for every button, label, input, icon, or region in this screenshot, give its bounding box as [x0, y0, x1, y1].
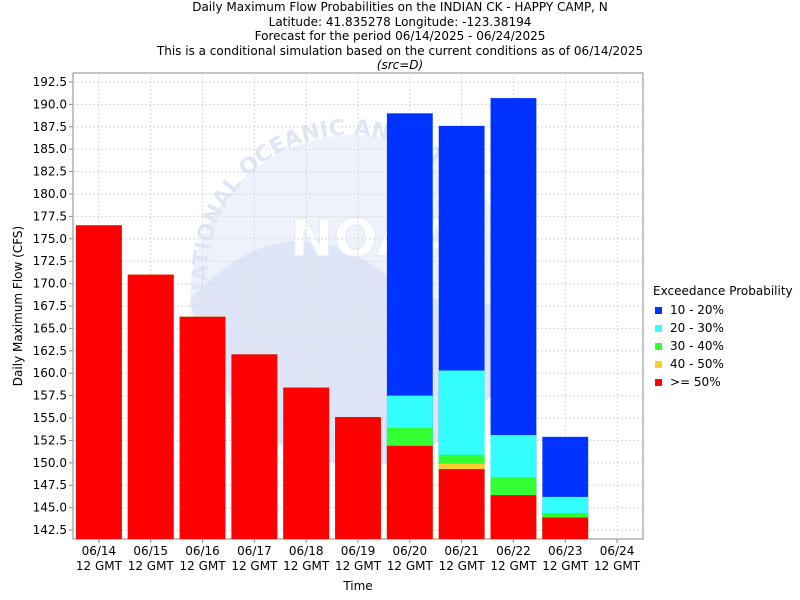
legend-items: 10 - 20% 20 - 30% 30 - 40% 40 - 50% >= 50%	[653, 301, 793, 391]
x-tick-label-time: 12 GMT	[542, 559, 589, 573]
y-tick-label: 150.0	[33, 456, 67, 470]
bar-06-23-50	[542, 517, 589, 539]
x-tick-label-date: 06/16	[185, 544, 220, 558]
legend-title: Exceedance Probability	[653, 284, 793, 298]
legend-item: 20 - 30%	[653, 319, 793, 337]
y-tick-label: 157.5	[33, 389, 67, 403]
x-tick-label-date: 06/14	[82, 544, 117, 558]
x-tick-label-time: 12 GMT	[76, 559, 123, 573]
legend-item: 30 - 40%	[653, 337, 793, 355]
y-tick-label: 162.5	[33, 344, 67, 358]
x-tick-label-time: 12 GMT	[490, 559, 537, 573]
y-tick-label: 170.0	[33, 277, 67, 291]
legend-label: 30 - 40%	[670, 339, 724, 353]
bar-06-16-50	[179, 316, 226, 539]
y-tick-label: 177.5	[33, 209, 67, 223]
x-tick-label-date: 06/21	[444, 544, 479, 558]
bar-series	[76, 98, 589, 540]
legend-swatch	[655, 378, 662, 386]
y-tick-label: 190.0	[33, 97, 67, 111]
chart-period: Forecast for the period 06/14/2025 - 06/…	[254, 29, 546, 43]
x-tick-label-time: 12 GMT	[231, 559, 278, 573]
chart-source: (src=D)	[376, 58, 424, 72]
legend: Exceedance Probability 10 - 20% 20 - 30% 3…	[653, 284, 793, 391]
legend-item: 10 - 20%	[653, 301, 793, 319]
legend-label: 20 - 30%	[670, 321, 724, 335]
y-tick-label: 160.0	[33, 366, 67, 380]
legend-item: >= 50%	[653, 373, 793, 391]
y-tick-label: 192.5	[33, 75, 67, 89]
x-tick-label-time: 12 GMT	[283, 559, 330, 573]
legend-swatch	[655, 360, 662, 368]
x-tick-label-date: 06/23	[548, 544, 583, 558]
y-tick-label: 155.0	[33, 411, 67, 425]
x-tick-label-time: 12 GMT	[180, 559, 227, 573]
chart-title-block: Daily Maximum Flow Probabilities on the …	[0, 0, 800, 73]
x-tick-label-time: 12 GMT	[439, 559, 486, 573]
bar-06-17-50	[231, 354, 278, 539]
y-tick-label: 142.5	[33, 523, 67, 537]
legend-item: 40 - 50%	[653, 355, 793, 373]
legend-label: 40 - 50%	[670, 357, 724, 371]
bar-06-15-50	[127, 274, 174, 539]
y-tick-label: 185.0	[33, 142, 67, 156]
legend-label: >= 50%	[670, 375, 721, 389]
chart-condition: This is a conditional simulation based o…	[156, 43, 644, 58]
x-tick-label-date: 06/17	[237, 544, 272, 558]
x-tick-label-date: 06/15	[133, 544, 168, 558]
bar-06-21-50	[438, 469, 485, 539]
chart-location: Latitude: 41.835278 Longitude: -123.3819…	[268, 14, 532, 29]
y-tick-label: 172.5	[33, 254, 67, 268]
legend-swatch	[655, 324, 662, 332]
chart-title: Daily Maximum Flow Probabilities on the …	[192, 0, 608, 14]
x-tick-label-time: 12 GMT	[594, 559, 641, 573]
y-tick-label: 167.5	[33, 299, 67, 313]
x-tick-label-date: 06/22	[496, 544, 531, 558]
y-axis-title: Daily Maximum Flow (CFS)	[11, 226, 25, 386]
y-tick-label: 165.0	[33, 321, 67, 335]
x-tick-label-date: 06/19	[341, 544, 376, 558]
x-tick-label-time: 12 GMT	[128, 559, 175, 573]
legend-label: 10 - 20%	[670, 303, 724, 317]
x-tick-label-time: 12 GMT	[335, 559, 382, 573]
bar-06-18-50	[283, 387, 330, 539]
bar-06-14-50	[76, 225, 122, 539]
legend-swatch	[655, 342, 662, 350]
y-tick-label: 187.5	[33, 120, 67, 134]
x-tick-label-date: 06/18	[289, 544, 324, 558]
y-tick-label: 145.0	[33, 501, 67, 515]
x-tick-label-time: 12 GMT	[387, 559, 434, 573]
bar-06-19-50	[335, 418, 381, 539]
x-tick-label-date: 06/24	[600, 544, 635, 558]
x-tick-label-date: 06/20	[393, 544, 428, 558]
y-axis: 142.5 145.0 147.5 150.0 152.5 155.0 157.5 160.0…	[33, 75, 73, 537]
legend-swatch	[655, 306, 662, 314]
x-axis-title: Time	[342, 579, 372, 593]
y-tick-label: 180.0	[33, 187, 67, 201]
y-tick-label: 182.5	[33, 165, 67, 179]
y-tick-label: 152.5	[33, 433, 67, 447]
y-tick-label: 147.5	[33, 478, 67, 492]
bar-06-20-50	[386, 445, 433, 539]
bar-06-22-50	[490, 495, 537, 539]
y-tick-label: 175.0	[33, 232, 67, 246]
